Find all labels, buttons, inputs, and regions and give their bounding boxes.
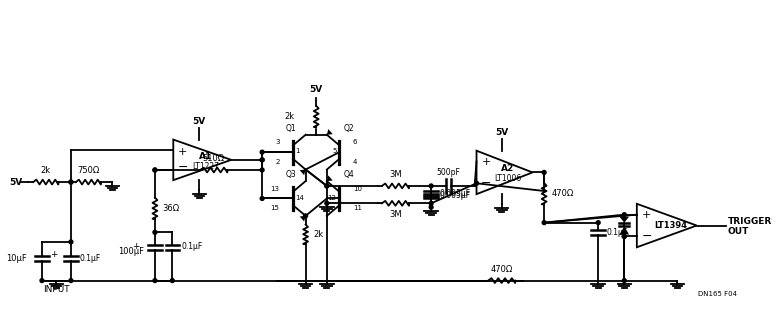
- Circle shape: [475, 181, 479, 185]
- Circle shape: [542, 221, 546, 225]
- Text: 10: 10: [353, 186, 362, 192]
- Circle shape: [69, 180, 73, 184]
- Circle shape: [429, 201, 433, 205]
- Text: 100μF: 100μF: [118, 247, 144, 256]
- Text: Q2: Q2: [343, 124, 354, 133]
- Text: −: −: [178, 161, 189, 174]
- Text: 3M: 3M: [389, 170, 402, 179]
- Polygon shape: [300, 169, 306, 175]
- Text: 0.005μF: 0.005μF: [440, 191, 471, 200]
- Text: 750Ω: 750Ω: [77, 166, 99, 175]
- Text: A1: A1: [199, 153, 213, 162]
- Circle shape: [542, 170, 546, 174]
- Text: 6: 6: [353, 139, 358, 145]
- Circle shape: [153, 279, 157, 282]
- Text: +: +: [50, 250, 57, 259]
- Text: 5V: 5V: [310, 85, 323, 94]
- Circle shape: [260, 168, 264, 172]
- Circle shape: [69, 180, 73, 184]
- Polygon shape: [300, 216, 306, 222]
- Text: 5V: 5V: [495, 128, 508, 137]
- Text: 5V: 5V: [192, 117, 206, 126]
- Text: +: +: [178, 147, 188, 157]
- Text: LT1227: LT1227: [192, 162, 220, 171]
- Text: 0.1μF: 0.1μF: [80, 254, 101, 263]
- Text: 500pF: 500pF: [437, 168, 460, 177]
- Text: Q3: Q3: [286, 170, 296, 179]
- Text: 470Ω: 470Ω: [552, 189, 574, 198]
- Text: 36Ω: 36Ω: [163, 204, 180, 213]
- Circle shape: [429, 184, 433, 188]
- Text: +: +: [132, 242, 140, 251]
- Circle shape: [622, 279, 626, 282]
- Circle shape: [622, 234, 626, 238]
- Circle shape: [622, 213, 626, 217]
- Circle shape: [429, 205, 433, 209]
- Text: 12: 12: [327, 194, 337, 201]
- Text: 2: 2: [275, 159, 279, 165]
- Text: −: −: [641, 230, 652, 243]
- Text: 4: 4: [353, 159, 357, 165]
- Circle shape: [69, 279, 73, 282]
- Circle shape: [325, 201, 329, 205]
- Circle shape: [325, 184, 329, 188]
- Text: TRIGGER: TRIGGER: [728, 217, 772, 226]
- Text: 0.005μF: 0.005μF: [440, 189, 471, 198]
- Text: 13: 13: [271, 186, 279, 192]
- Text: 5: 5: [332, 148, 337, 154]
- Text: 0.1μF: 0.1μF: [181, 242, 203, 251]
- Text: Q4: Q4: [343, 170, 354, 179]
- Circle shape: [260, 150, 264, 154]
- Text: 3: 3: [275, 139, 279, 145]
- Text: −: −: [481, 177, 491, 190]
- Text: 11: 11: [353, 205, 362, 211]
- Text: 470Ω: 470Ω: [490, 265, 513, 274]
- Circle shape: [153, 168, 157, 172]
- Text: 1: 1: [295, 148, 300, 154]
- Text: 2k: 2k: [41, 166, 51, 175]
- Circle shape: [622, 234, 626, 238]
- Text: 0.1μF: 0.1μF: [607, 228, 628, 237]
- Polygon shape: [327, 129, 333, 135]
- Text: A2: A2: [501, 164, 514, 173]
- Circle shape: [153, 168, 157, 172]
- Text: 15: 15: [271, 205, 279, 211]
- Circle shape: [40, 279, 44, 282]
- Text: OUT: OUT: [728, 227, 749, 236]
- Polygon shape: [327, 175, 333, 181]
- Circle shape: [325, 184, 329, 188]
- Circle shape: [260, 158, 264, 162]
- Circle shape: [153, 230, 157, 234]
- Text: Q1: Q1: [286, 124, 296, 133]
- Polygon shape: [619, 227, 629, 234]
- Text: 10μF: 10μF: [5, 254, 26, 263]
- Circle shape: [171, 279, 175, 282]
- Text: 3M: 3M: [389, 210, 402, 219]
- Text: +: +: [481, 157, 491, 167]
- Circle shape: [260, 158, 264, 162]
- Circle shape: [303, 214, 307, 218]
- Circle shape: [69, 240, 73, 244]
- Circle shape: [260, 197, 264, 200]
- Text: LT1394: LT1394: [654, 221, 687, 230]
- Text: 2k: 2k: [314, 230, 324, 239]
- Text: 510Ω: 510Ω: [203, 154, 225, 163]
- Polygon shape: [619, 217, 629, 223]
- Text: 14: 14: [295, 194, 304, 201]
- Text: 5V: 5V: [9, 178, 23, 187]
- Circle shape: [596, 221, 600, 225]
- Text: +: +: [642, 210, 651, 220]
- Text: 2k: 2k: [285, 112, 295, 121]
- Text: LT1006: LT1006: [494, 174, 521, 183]
- Text: INPUT: INPUT: [43, 285, 70, 294]
- Text: DN165 F04: DN165 F04: [698, 291, 737, 297]
